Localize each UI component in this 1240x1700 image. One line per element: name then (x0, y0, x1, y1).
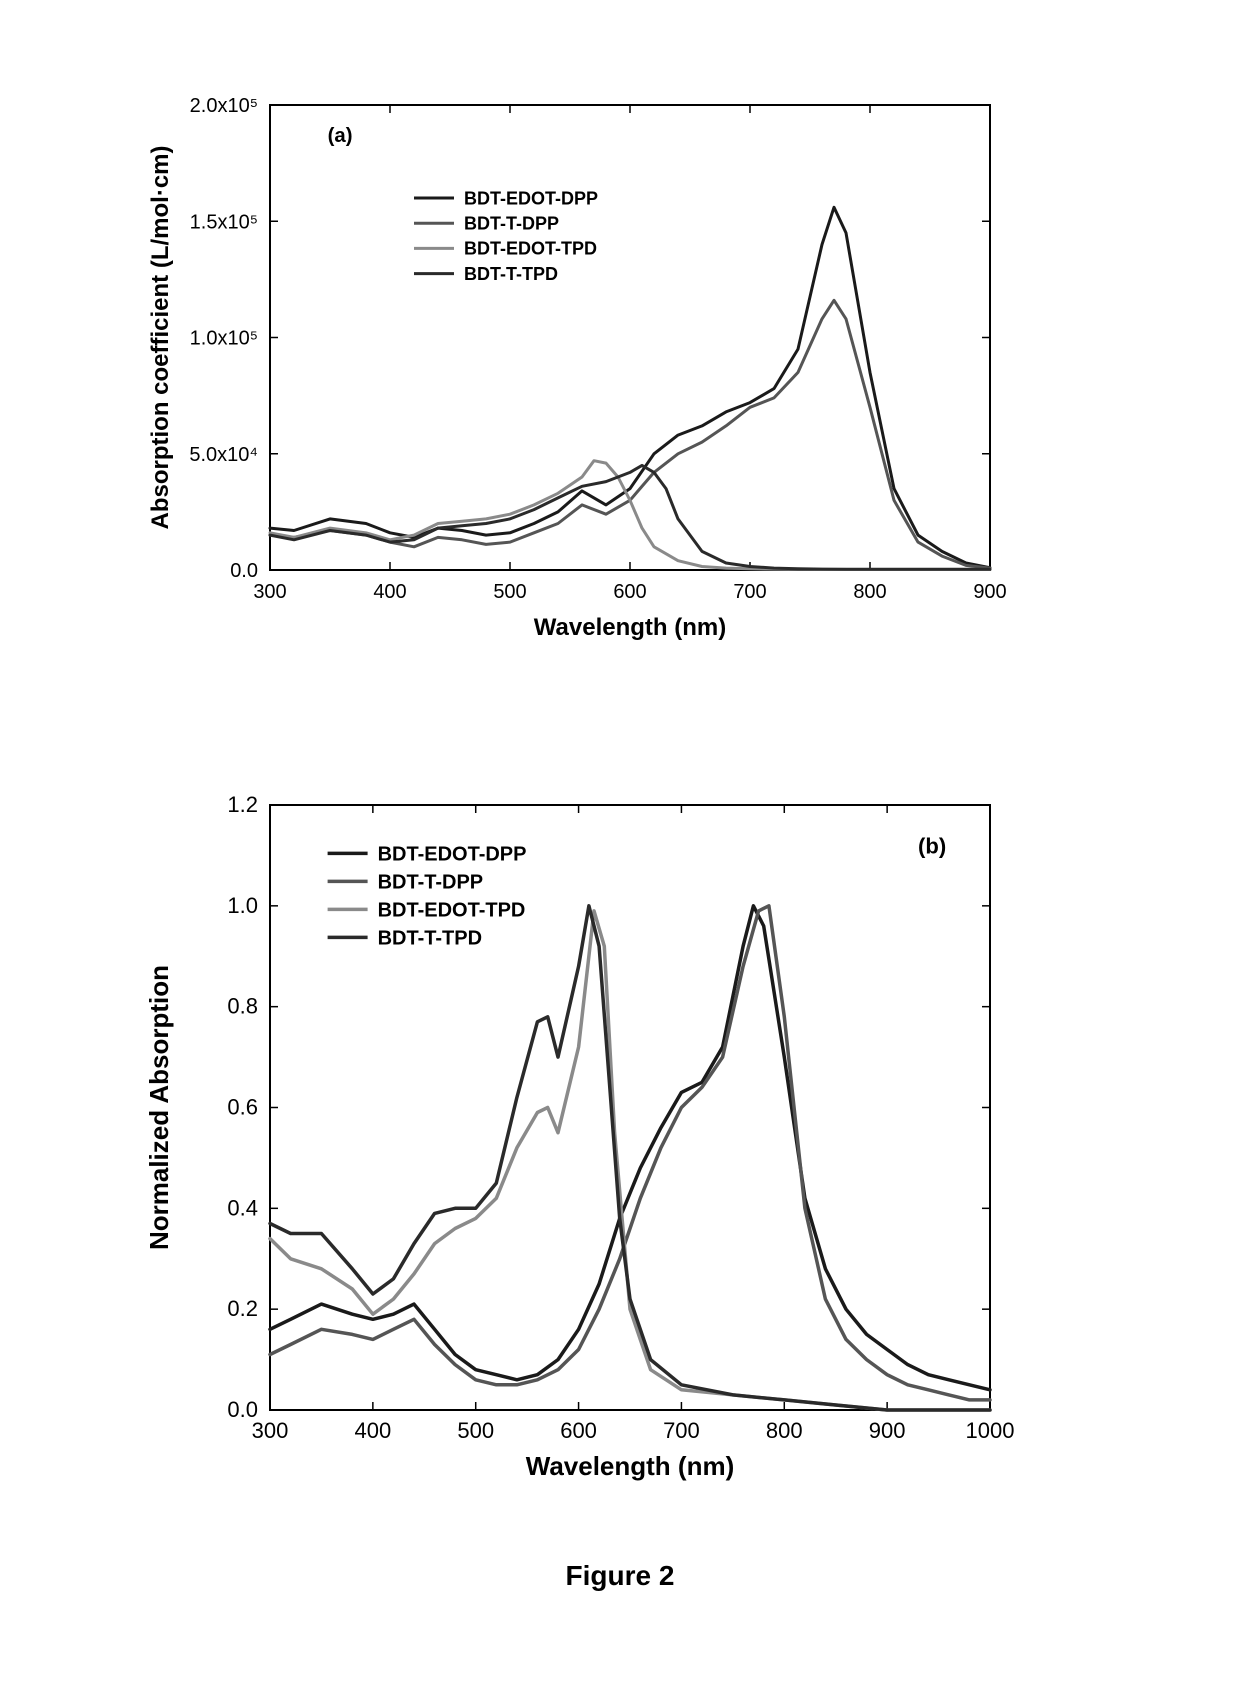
svg-text:700: 700 (663, 1418, 700, 1443)
svg-text:1000: 1000 (966, 1418, 1015, 1443)
svg-text:(b): (b) (918, 833, 946, 858)
svg-text:500: 500 (457, 1418, 494, 1443)
svg-text:800: 800 (853, 581, 886, 603)
svg-text:BDT-T-DPP: BDT-T-DPP (378, 871, 484, 893)
svg-text:900: 900 (869, 1418, 906, 1443)
svg-text:0.0: 0.0 (227, 1397, 258, 1422)
svg-text:1.0x10⁵: 1.0x10⁵ (190, 328, 258, 350)
svg-text:800: 800 (766, 1418, 803, 1443)
figure-caption: Figure 2 (0, 1560, 1240, 1592)
svg-text:Absorption coefficient (L/mol·: Absorption coefficient (L/mol·cm) (147, 146, 174, 530)
svg-text:300: 300 (253, 581, 286, 603)
svg-text:600: 600 (560, 1418, 597, 1443)
svg-text:1.0: 1.0 (227, 893, 258, 918)
svg-text:0.2: 0.2 (227, 1296, 258, 1321)
svg-text:0.4: 0.4 (227, 1195, 258, 1220)
svg-text:1.5x10⁵: 1.5x10⁵ (190, 211, 258, 233)
chart-b: 30040050060070080090010000.00.20.40.60.8… (140, 780, 1020, 1500)
svg-text:600: 600 (613, 581, 646, 603)
svg-text:0.6: 0.6 (227, 1095, 258, 1120)
svg-text:400: 400 (373, 581, 406, 603)
svg-text:2.0x10⁵: 2.0x10⁵ (190, 95, 258, 117)
svg-text:(a): (a) (328, 125, 353, 147)
svg-text:BDT-T-TPD: BDT-T-TPD (378, 927, 482, 949)
svg-text:BDT-EDOT-DPP: BDT-EDOT-DPP (378, 843, 527, 865)
page: 300 400 500 600 700 800 900 0.0 5.0x10⁴ 1.0x10⁵ 1.… (0, 0, 1240, 1700)
svg-text:5.0x10⁴: 5.0x10⁴ (189, 444, 258, 466)
svg-text:1.2: 1.2 (227, 792, 258, 817)
chart-b-container: 30040050060070080090010000.00.20.40.60.8… (140, 780, 1020, 1500)
chart-a: 300 400 500 600 700 800 900 0.0 5.0x10⁴ 1.0x10⁵ 1.… (140, 80, 1020, 660)
svg-text:BDT-T-DPP: BDT-T-DPP (464, 214, 559, 234)
svg-text:700: 700 (733, 581, 766, 603)
svg-text:Wavelength (nm): Wavelength (nm) (534, 614, 726, 641)
svg-text:0.8: 0.8 (227, 994, 258, 1019)
svg-text:BDT-T-TPD: BDT-T-TPD (464, 264, 558, 284)
svg-text:500: 500 (493, 581, 526, 603)
svg-text:BDT-EDOT-DPP: BDT-EDOT-DPP (464, 188, 598, 208)
svg-text:Normalized Absorption: Normalized Absorption (144, 965, 174, 1250)
svg-text:900: 900 (973, 581, 1006, 603)
svg-text:BDT-EDOT-TPD: BDT-EDOT-TPD (464, 239, 597, 259)
svg-text:400: 400 (354, 1418, 391, 1443)
svg-text:Wavelength (nm): Wavelength (nm) (526, 1451, 734, 1481)
chart-a-container: 300 400 500 600 700 800 900 0.0 5.0x10⁴ 1.0x10⁵ 1.… (140, 80, 1020, 660)
svg-text:0.0: 0.0 (230, 560, 258, 582)
svg-text:BDT-EDOT-TPD: BDT-EDOT-TPD (378, 899, 526, 921)
